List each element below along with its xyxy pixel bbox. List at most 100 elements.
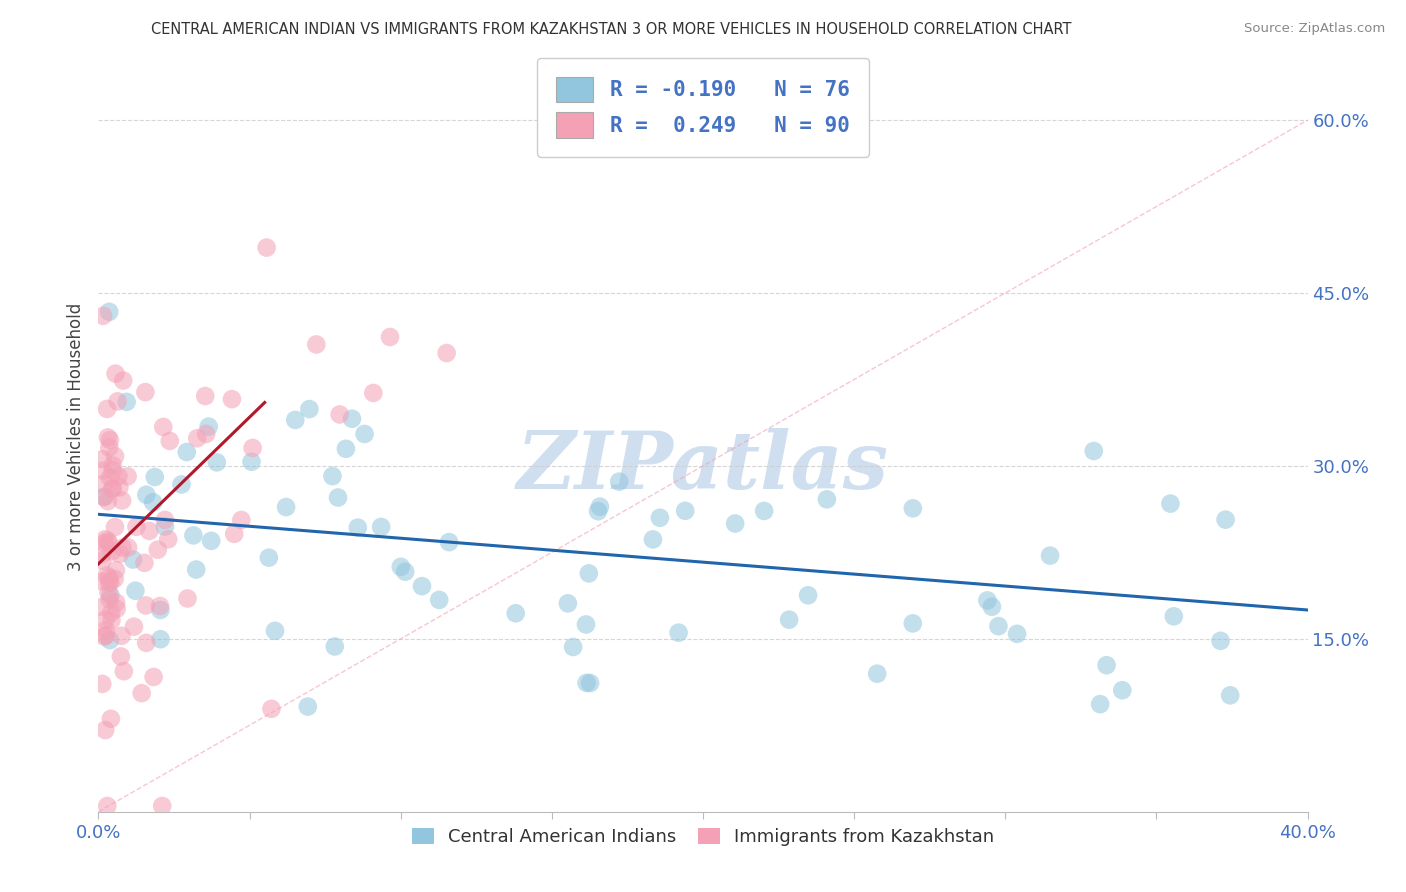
Point [135, 599, 157, 613]
Point [437, 535, 460, 549]
Point [98, 575, 121, 590]
Point [224, 527, 246, 541]
Point [115, 395, 138, 409]
Point [98, 305, 121, 319]
Point [340, 411, 363, 425]
Point [1219, 688, 1241, 702]
Point [752, 504, 775, 518]
Point [108, 480, 131, 494]
Point [353, 427, 375, 442]
Point [91, 463, 114, 477]
Point [297, 699, 319, 714]
Point [98, 571, 121, 585]
Point [101, 544, 124, 558]
Point [578, 566, 600, 581]
Point [305, 337, 328, 351]
Point [389, 559, 412, 574]
Point [134, 385, 156, 400]
Point [607, 475, 630, 489]
Point [221, 392, 243, 406]
Point [980, 599, 1002, 614]
Point [125, 520, 148, 534]
Point [98, 433, 121, 447]
Point [94, 723, 117, 737]
Point [183, 528, 205, 542]
Point [146, 542, 169, 557]
Point [105, 602, 128, 616]
Point [153, 513, 176, 527]
Point [153, 519, 176, 533]
Point [987, 619, 1010, 633]
Text: CENTRAL AMERICAN INDIAN VS IMMIGRANTS FROM KAZAKHSTAN 3 OR MORE VEHICLES IN HOUS: CENTRAL AMERICAN INDIAN VS IMMIGRANTS FR… [152, 22, 1071, 37]
Point [240, 455, 263, 469]
Point [98, 592, 121, 607]
Point [100, 712, 122, 726]
Point [436, 346, 458, 360]
Point [1159, 497, 1181, 511]
Point [363, 386, 385, 401]
Point [505, 607, 527, 621]
Point [135, 636, 157, 650]
Point [111, 541, 134, 555]
Point [97, 430, 120, 444]
Point [586, 504, 609, 518]
Point [122, 620, 145, 634]
Point [122, 552, 145, 566]
Point [641, 533, 664, 547]
Point [91, 677, 114, 691]
Point [94, 533, 117, 547]
Point [91, 547, 114, 561]
Point [93, 490, 115, 504]
Point [1111, 683, 1133, 698]
Point [110, 649, 132, 664]
Point [1163, 609, 1185, 624]
Point [157, 533, 180, 547]
Point [589, 500, 612, 514]
Point [298, 402, 321, 417]
Point [335, 442, 357, 456]
Point [93, 477, 115, 491]
Point [100, 614, 122, 628]
Point [264, 624, 287, 638]
Y-axis label: 3 or more Vehicles in Household: 3 or more Vehicles in Household [66, 303, 84, 571]
Point [562, 640, 585, 654]
Point [195, 426, 218, 441]
Point [138, 524, 160, 538]
Point [668, 625, 690, 640]
Point [197, 419, 219, 434]
Point [797, 588, 820, 602]
Point [866, 666, 889, 681]
Point [108, 547, 131, 561]
Point [101, 481, 124, 495]
Point [579, 676, 602, 690]
Point [104, 520, 127, 534]
Point [1039, 549, 1062, 563]
Point [150, 799, 173, 814]
Text: ZIPatlas: ZIPatlas [517, 428, 889, 506]
Point [94, 613, 117, 627]
Point [96, 799, 118, 814]
Point [112, 374, 135, 388]
Point [557, 596, 579, 610]
Point [326, 491, 349, 505]
Point [96, 401, 118, 416]
Point [98, 441, 121, 455]
Point [117, 469, 139, 483]
Point [97, 585, 120, 599]
Point [104, 450, 127, 464]
Point [149, 632, 172, 647]
Point [323, 640, 346, 654]
Point [91, 309, 114, 323]
Point [394, 565, 416, 579]
Point [274, 500, 297, 514]
Point [648, 510, 671, 524]
Point [97, 533, 120, 548]
Point [135, 488, 157, 502]
Point [1088, 697, 1111, 711]
Point [194, 389, 217, 403]
Point [170, 477, 193, 491]
Point [94, 628, 117, 642]
Point [93, 536, 115, 550]
Point [91, 554, 114, 568]
Point [176, 591, 198, 606]
